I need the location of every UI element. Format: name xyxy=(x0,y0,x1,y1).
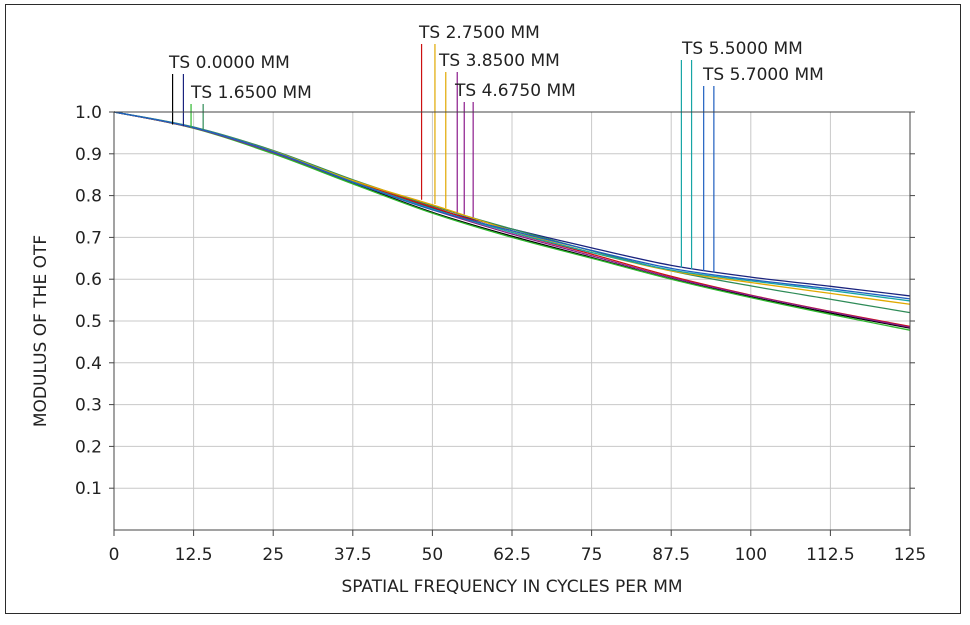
y-axis-title: MODULUS OF THE OTF xyxy=(31,235,51,427)
y-tick-label: 0.2 xyxy=(75,437,102,457)
annotation-label: TS 5.7000 MM xyxy=(702,65,824,85)
y-tick-label: 0.7 xyxy=(75,228,102,248)
x-tick-label: 125 xyxy=(894,545,926,565)
series-line-6 xyxy=(113,111,911,328)
x-tick-label: 12.5 xyxy=(175,545,213,565)
x-tick-label: 0 xyxy=(109,545,120,565)
y-tick-label: 0.6 xyxy=(75,270,102,290)
x-tick-label: 100 xyxy=(735,545,767,565)
x-tick-label: 25 xyxy=(262,545,284,565)
annotation-label: TS 5.5000 MM xyxy=(681,39,803,59)
annotation-markers xyxy=(171,44,715,273)
axes xyxy=(109,111,915,536)
x-tick-label: 87.5 xyxy=(652,545,690,565)
series-line-8 xyxy=(113,111,911,300)
grid xyxy=(114,112,910,530)
y-tick-label: 0.8 xyxy=(75,187,102,207)
y-tick-label: 0.3 xyxy=(75,396,102,416)
series-line-3 xyxy=(113,111,911,331)
annotation-label: TS 4.6750 MM xyxy=(454,81,576,101)
series-layer xyxy=(113,111,911,331)
y-tick-label: 0.1 xyxy=(75,479,102,499)
x-tick-label: 50 xyxy=(422,545,444,565)
y-tick-label: 0.4 xyxy=(75,354,102,374)
x-tick-label: 62.5 xyxy=(493,545,531,565)
y-tick-label: 0.9 xyxy=(75,145,102,165)
y-tick-label: 1.0 xyxy=(75,103,102,123)
x-tick-label: 75 xyxy=(581,545,603,565)
plot-area xyxy=(113,111,911,531)
annotation-labels: TS 0.0000 MM TS 1.6500 MM TS 2.7500 MM TS 3… xyxy=(168,23,824,103)
y-tick-label: 0.5 xyxy=(75,312,102,332)
x-tick-label: 37.5 xyxy=(334,545,372,565)
series-line-2 xyxy=(113,111,911,314)
annotation-label: TS 0.0000 MM xyxy=(168,53,290,73)
x-tick-label: 112.5 xyxy=(806,545,855,565)
annotation-label: TS 1.6500 MM xyxy=(190,83,312,103)
x-axis-title: SPATIAL FREQUENCY IN CYCLES PER MM xyxy=(341,577,682,597)
annotation-label: TS 3.8500 MM xyxy=(438,51,560,71)
tick-labels: 0 12.5 25 37.5 50 62.5 75 87.5 100 112.5 125 0.1 0.2… xyxy=(75,103,926,565)
annotation-label: TS 2.7500 MM xyxy=(418,23,540,43)
